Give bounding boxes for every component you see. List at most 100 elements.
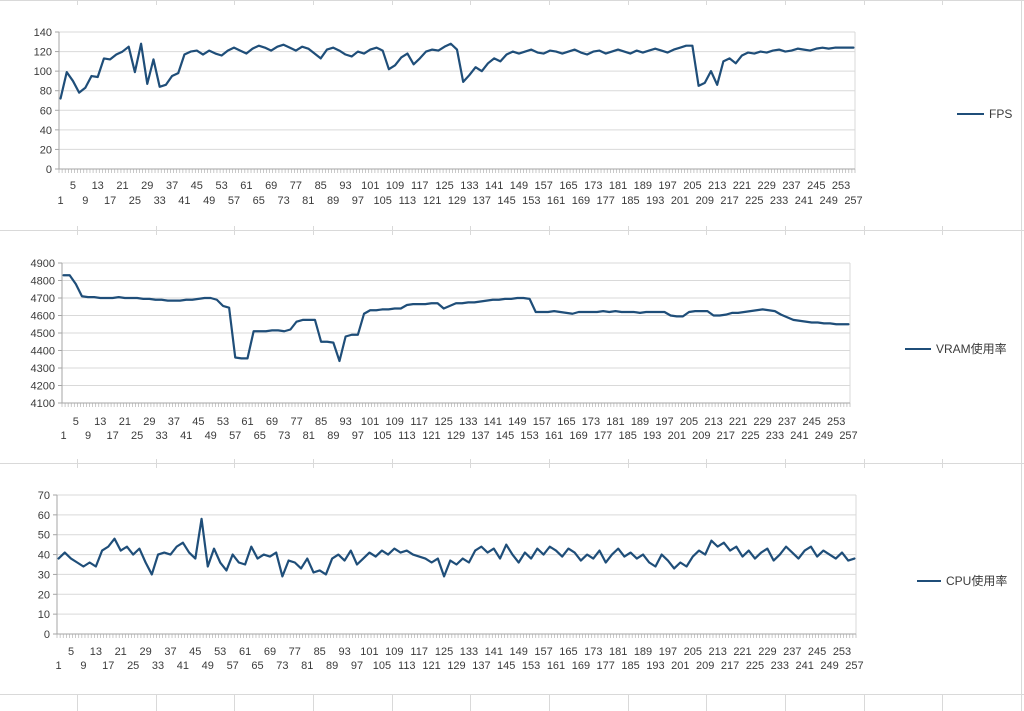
sheet-gridline-v: [628, 694, 629, 711]
x-tick-label: 149: [510, 180, 528, 192]
x-tick-label: 249: [820, 195, 838, 207]
x-tick-label: 141: [484, 416, 502, 428]
sheet-gridline-v: [392, 459, 393, 468]
cpu-legend[interactable]: CPU使用率: [917, 572, 1007, 589]
sheet-gridline-v: [864, 0, 865, 5]
x-tick-label: 29: [141, 180, 153, 192]
sheet-gridline-v: [313, 0, 314, 5]
sheet-gridline-v: [470, 226, 471, 235]
x-tick-label: 249: [815, 430, 833, 442]
x-tick-label: 233: [766, 430, 784, 442]
x-tick-label: 117: [410, 416, 428, 428]
x-tick-comb: [61, 403, 851, 407]
x-tick-label: 5: [73, 416, 79, 428]
x-tick-label: 25: [131, 430, 143, 442]
x-tick-label: 229: [758, 180, 776, 192]
x-tick-label: 13: [92, 180, 104, 192]
x-tick-label: 69: [265, 180, 277, 192]
vram-legend[interactable]: VRAM使用率: [905, 340, 1007, 357]
x-tick-label: 77: [289, 646, 301, 658]
y-tick-label: 30: [38, 569, 50, 581]
fps-legend[interactable]: FPS: [957, 107, 1012, 121]
sheet-gridline-v: [470, 694, 471, 711]
y-tick-label: 60: [38, 510, 50, 522]
x-tick-label: 253: [833, 646, 851, 658]
x-tick-label: 49: [202, 660, 214, 672]
x-tick-label: 257: [845, 660, 863, 672]
x-tick-label: 133: [459, 416, 477, 428]
x-tick-label: 69: [266, 416, 278, 428]
x-tick-label: 85: [315, 180, 327, 192]
y-tick-label: 80: [40, 86, 52, 98]
x-tick-label: 197: [658, 180, 676, 192]
x-tick-label: 185: [621, 195, 639, 207]
x-tick-label: 241: [795, 195, 813, 207]
x-tick-label: 157: [535, 180, 553, 192]
x-tick-label: 73: [276, 660, 288, 672]
cpu-chart[interactable]: 0 10 20 30 40 50 60 70 5 13 21 29 37 45 53 61 69 77 85 93 10…: [0, 470, 1016, 680]
x-tick-label: 245: [807, 180, 825, 192]
x-tick-label: 41: [177, 660, 189, 672]
x-tick-label: 37: [168, 416, 180, 428]
sheet-gridline-v: [77, 0, 78, 5]
x-tick-label: 129: [447, 430, 465, 442]
y-tick-label: 4500: [31, 328, 55, 340]
x-tick-label: 1: [57, 195, 63, 207]
x-tick-label: 37: [166, 180, 178, 192]
x-tick-label: 89: [327, 195, 339, 207]
x-tick-label: 197: [655, 416, 673, 428]
x-tick-label: 233: [771, 660, 789, 672]
sheet-gridline-v: [470, 459, 471, 468]
x-tick-label: 97: [352, 195, 364, 207]
x-tick-label: 129: [447, 660, 465, 672]
sheet-gridline-v: [785, 459, 786, 468]
x-tick-label: 13: [90, 646, 102, 658]
x-tick-label: 201: [671, 195, 689, 207]
x-tick-label: 85: [314, 646, 326, 658]
x-tick-label: 29: [139, 646, 151, 658]
x-tick-label: 233: [770, 195, 788, 207]
x-tick-label: 89: [327, 430, 339, 442]
x-tick-label: 253: [832, 180, 850, 192]
sheet-gridline-v: [942, 0, 943, 5]
x-tick-label: 17: [102, 660, 114, 672]
x-tick-label: 85: [315, 416, 327, 428]
sheet-gridline-v: [942, 694, 943, 711]
x-tick-label: 221: [729, 416, 747, 428]
x-tick-label: 25: [127, 660, 139, 672]
x-tick-label: 69: [264, 646, 276, 658]
sheet-gridline-v: [549, 694, 550, 711]
x-tick-label: 257: [839, 430, 857, 442]
sheet-gridline-h: [0, 694, 1024, 695]
sheet-gridline-v: [864, 694, 865, 711]
x-tick-label: 229: [758, 646, 776, 658]
y-tick-label: 120: [34, 47, 52, 59]
sheet-gridline-v: [1021, 0, 1022, 711]
sheet-gridline-v: [942, 226, 943, 235]
x-tick-label: 45: [189, 646, 201, 658]
x-tick-label: 165: [557, 416, 575, 428]
x-tick-label: 237: [783, 646, 801, 658]
x-tick-label: 153: [520, 430, 538, 442]
x-tick-label: 205: [684, 646, 702, 658]
sheet-gridline-v: [785, 694, 786, 711]
x-tick-label: 57: [228, 195, 240, 207]
x-tick-label: 145: [497, 660, 515, 672]
x-tick-label: 217: [720, 195, 738, 207]
y-tick-label: 4700: [31, 293, 55, 305]
legend-label: VRAM使用率: [936, 342, 1007, 356]
x-tick-label: 177: [597, 660, 615, 672]
sheet-gridline-v: [864, 459, 865, 468]
x-tick-label: 133: [460, 646, 478, 658]
x-tick-label: 57: [227, 660, 239, 672]
x-tick-label: 181: [609, 646, 627, 658]
x-tick-label: 77: [290, 416, 302, 428]
sheet-gridline-v: [470, 0, 471, 5]
x-tick-label: 65: [253, 195, 265, 207]
vram-chart[interactable]: 4100 4200 4300 4400 4500 4600 4700 4800 4900 5 13 2…: [0, 240, 1016, 455]
x-tick-label: 61: [240, 180, 252, 192]
y-tick-label: 4800: [31, 276, 55, 288]
fps-chart[interactable]: 0 20 40 60 80 100 120 140 5 13 21 29 37 45 53 61 69 77 85 9…: [0, 0, 1016, 228]
sheet-gridline-v: [942, 459, 943, 468]
